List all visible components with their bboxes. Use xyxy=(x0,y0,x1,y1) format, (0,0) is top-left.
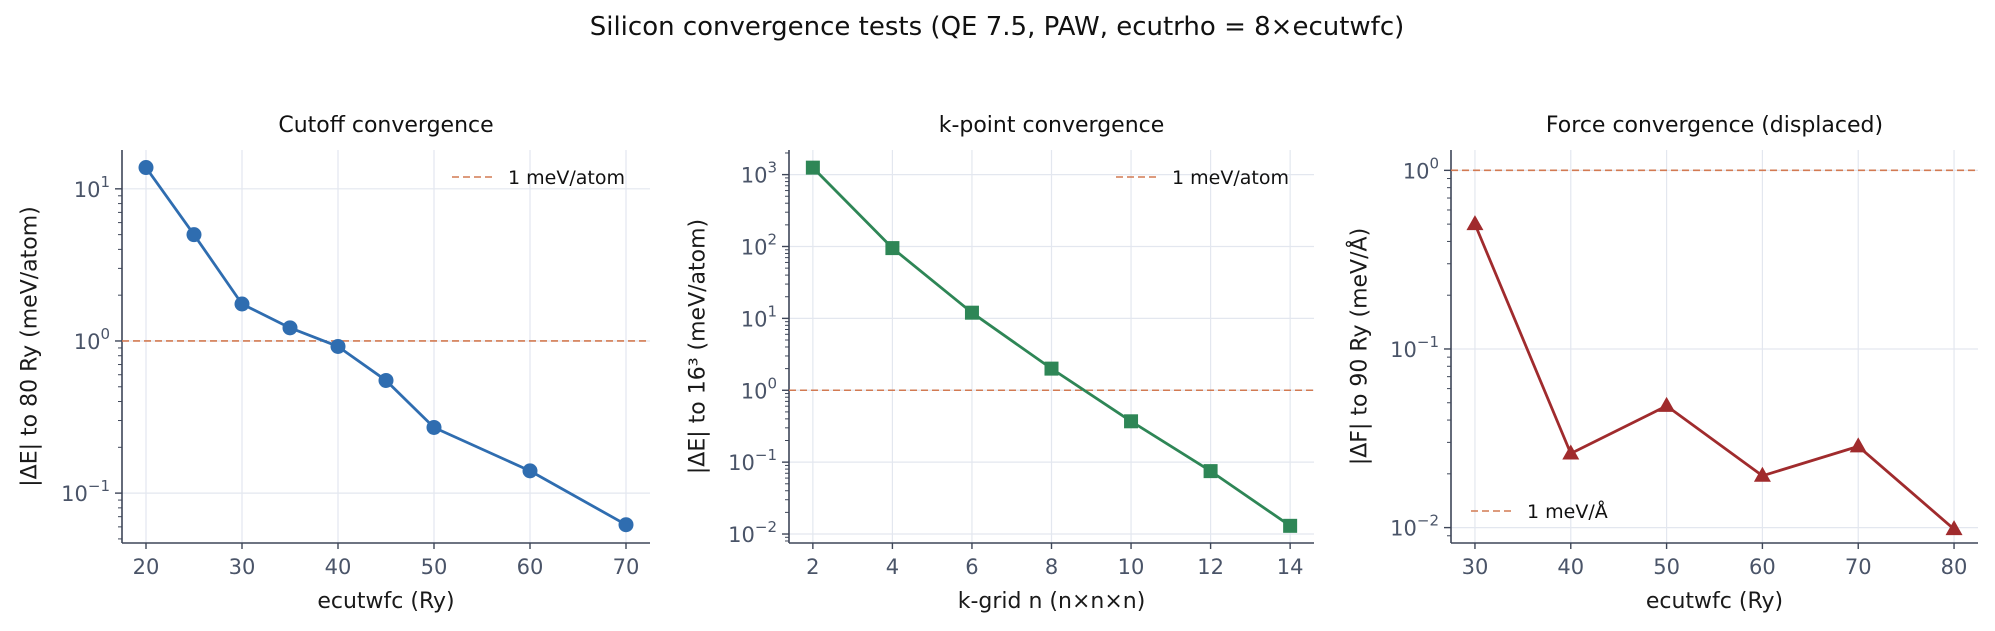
x-tick-label: 80 xyxy=(1941,555,1968,579)
y-axis-label: |ΔF| to 90 Ry (meV/Å) xyxy=(1346,228,1373,465)
x-tick-label: 30 xyxy=(1462,555,1489,579)
data-point xyxy=(282,320,298,336)
x-tick-label: 10 xyxy=(1118,555,1145,579)
x-tick-label: 14 xyxy=(1277,555,1304,579)
x-tick-label: 60 xyxy=(1749,555,1776,579)
legend-label: 1 meV/atom xyxy=(508,167,625,189)
data-point xyxy=(1945,520,1963,536)
x-tick-label: 30 xyxy=(229,555,256,579)
y-tick-label: 10−1 xyxy=(61,477,110,506)
data-point xyxy=(1466,215,1484,231)
data-point xyxy=(805,160,820,175)
panel-2: 2 4 6 8 10 12 14 10−2 10−1 100 101 102 103 1 meV/atom… xyxy=(686,113,1314,614)
data-point xyxy=(138,160,154,176)
x-tick-label: 70 xyxy=(613,555,640,579)
data-point xyxy=(426,419,442,435)
x-tick-label: 6 xyxy=(965,555,978,579)
y-tick-label: 10−2 xyxy=(1390,512,1439,541)
data-point xyxy=(522,463,538,479)
data-point xyxy=(378,372,394,388)
panel-title: Cutoff convergence xyxy=(278,113,493,138)
data-point xyxy=(1124,414,1139,429)
data-point xyxy=(885,241,900,256)
y-axis-label: |ΔE| to 80 Ry (meV/atom) xyxy=(18,206,43,487)
x-tick-label: 50 xyxy=(1653,555,1680,579)
figure-title: Silicon convergence tests (QE 7.5, PAW, … xyxy=(590,12,1405,42)
data-point xyxy=(618,517,634,533)
data-point xyxy=(330,338,346,354)
y-tick-label: 10−1 xyxy=(1390,333,1439,362)
data-point xyxy=(186,227,202,243)
x-axis-label: ecutwfc (Ry) xyxy=(1646,589,1783,614)
y-tick-label: 100 xyxy=(741,374,777,403)
panel-1: 20 30 40 50 60 70 10−1 100 101 1 meV/atom Cutoff c… xyxy=(18,113,650,614)
x-tick-label: 20 xyxy=(133,555,160,579)
data-point xyxy=(1849,437,1867,453)
data-point xyxy=(1562,444,1580,460)
x-tick-label: 4 xyxy=(886,555,899,579)
data-point xyxy=(1044,361,1059,376)
y-tick-label: 10−2 xyxy=(728,518,777,547)
y-tick-label: 100 xyxy=(1403,154,1439,183)
y-tick-label: 102 xyxy=(741,230,777,259)
y-tick-label: 103 xyxy=(741,159,777,188)
x-tick-label: 12 xyxy=(1197,555,1224,579)
x-axis-label: ecutwfc (Ry) xyxy=(317,589,454,614)
legend-label: 1 meV/atom xyxy=(1172,167,1289,189)
y-tick-label: 101 xyxy=(741,302,777,331)
x-axis-label: k-grid n (n×n×n) xyxy=(958,589,1146,614)
data-point xyxy=(1753,466,1771,482)
panel-title: k-point convergence xyxy=(939,113,1165,138)
legend-label: 1 meV/Å xyxy=(1527,500,1608,523)
x-tick-label: 2 xyxy=(806,555,819,579)
panel-title: Force convergence (displaced) xyxy=(1546,113,1883,138)
data-point xyxy=(1658,396,1676,412)
panel-3: 30 40 50 60 70 80 10−2 10−1 100 1 meV/Å Force conv… xyxy=(1346,113,1978,614)
y-axis-label: |ΔE| to 16³ (meV/atom) xyxy=(686,219,711,474)
data-point xyxy=(1203,464,1218,479)
x-tick-label: 70 xyxy=(1845,555,1872,579)
data-point xyxy=(234,296,250,312)
series-line xyxy=(144,166,627,526)
y-tick-label: 101 xyxy=(74,173,110,202)
y-tick-label: 10−1 xyxy=(728,446,777,475)
series-line xyxy=(1473,223,1955,531)
x-tick-label: 40 xyxy=(325,555,352,579)
x-tick-label: 8 xyxy=(1045,555,1058,579)
y-tick-label: 100 xyxy=(74,325,110,354)
x-tick-label: 50 xyxy=(421,555,448,579)
x-tick-label: 60 xyxy=(517,555,544,579)
x-tick-label: 40 xyxy=(1557,555,1584,579)
data-point xyxy=(964,305,979,320)
data-point xyxy=(1283,518,1298,533)
